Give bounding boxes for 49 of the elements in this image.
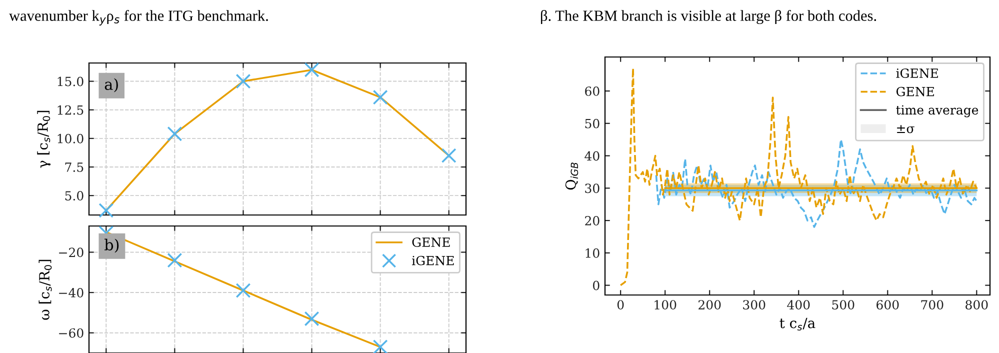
y-tick-label: 12.5 — [58, 105, 84, 115]
point — [372, 90, 388, 105]
point — [236, 74, 251, 89]
point — [236, 283, 251, 298]
point — [304, 62, 320, 78]
x-tick-label: 600 — [876, 300, 899, 310]
line-series — [655, 138, 978, 228]
text: wavenumber k$_{y}$ρ$_{s}$ for the ITG benchmark. — [9, 10, 268, 26]
x-tick-label: 500 — [832, 300, 854, 310]
y-tick-label: 5.0 — [65, 191, 84, 200]
legend-label: time average — [896, 105, 978, 118]
x-tick-label: 300 — [743, 300, 766, 310]
y-tick-label: 10 — [586, 248, 600, 258]
x-axis-title: t c$_{s}$/a — [780, 318, 816, 330]
point — [98, 202, 114, 218]
y-tick-label: −40 — [59, 288, 84, 298]
legend-label: iGENE — [896, 68, 938, 78]
y-axis-title: Q$_{iGB}$ — [565, 162, 578, 190]
y-axis-title: γ [c$_{s}$/R$_{0}$] — [37, 110, 51, 168]
y-axis-title: ω [c$_{s}$/R$_{0}$] — [38, 260, 52, 320]
legend-label: iGENE — [412, 256, 454, 266]
y-tick-label: −60 — [59, 328, 84, 338]
annotation: b) — [104, 238, 119, 253]
point — [167, 126, 182, 142]
legend-label: GENE — [896, 86, 934, 96]
x-tick-label: 400 — [787, 300, 810, 310]
y-tick-label: 50 — [585, 118, 600, 128]
point — [372, 339, 388, 353]
y-tick-label: 60 — [585, 86, 600, 96]
y-tick-label: 10.0 — [58, 134, 84, 144]
point — [441, 148, 456, 164]
x-tick-label: 800 — [966, 300, 988, 310]
y-tick-label: 30 — [585, 184, 600, 194]
legend-label: GENE — [412, 237, 450, 247]
legend-label: ±σ — [897, 125, 914, 134]
y-tick-label: 0 — [593, 280, 600, 290]
y-tick-label: −20 — [59, 248, 84, 258]
y-tick-label: 15.0 — [58, 76, 84, 86]
x-tick-label: 0 — [617, 300, 624, 310]
text: β. The KBM branch is visible at large β for both codes. — [540, 10, 876, 24]
x-tick-label: 100 — [654, 300, 676, 310]
y-tick-label: 40 — [584, 151, 600, 161]
y-tick-label: 20 — [585, 216, 600, 226]
point — [304, 311, 320, 326]
x-tick-label: 200 — [698, 300, 721, 310]
annotation: a) — [104, 78, 118, 92]
x-tick-label: 700 — [921, 300, 944, 310]
y-tick-label: 7.5 — [65, 162, 84, 172]
point — [167, 252, 182, 268]
